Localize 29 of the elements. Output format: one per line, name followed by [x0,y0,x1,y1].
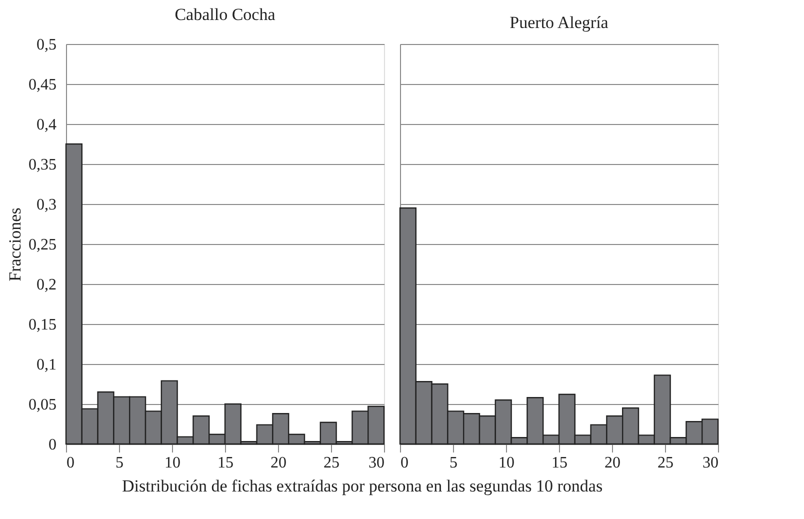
y-tick-label: 0,1 [36,356,56,374]
x-tick-label: 10 [164,454,180,472]
x-tick-label: 20 [270,454,286,472]
y-tick-label: 0,05 [28,396,56,414]
x-tick-label: 5 [450,454,458,472]
y-tick-label: 0,2 [36,276,56,294]
x-tick-label: 0 [66,454,74,472]
y-tick-label: 0,25 [28,236,56,254]
x-tick-label: 5 [116,454,124,472]
chart-title: Puerto Alegría [510,13,609,32]
y-tick-label: 0,4 [36,116,56,134]
x-tick-label: 15 [218,454,234,472]
x-tick-label: 15 [552,454,568,472]
x-tick-label: 25 [658,454,674,472]
x-tick-label: 30 [368,454,384,472]
y-tick-label: 0,45 [28,76,56,94]
x-axis-title: Distribución de fichas extraídas por persona en las segundas 10 rondas [122,476,603,496]
x-tick-label: 25 [324,454,340,472]
x-tick-label: 30 [702,454,718,472]
y-tick-label: 0 [48,436,56,454]
x-tick-label: 10 [498,454,514,472]
chart-title: Caballo Cocha [174,5,276,24]
y-axis-title: Fracciones [6,208,24,282]
x-tick-label: 20 [604,454,620,472]
y-tick-label: 0,15 [28,316,56,334]
y-tick-label: 0,5 [36,36,56,54]
x-tick-label: 0 [400,454,408,472]
y-tick-label: 0,35 [28,156,56,174]
y-tick-label: 0,3 [36,196,56,214]
